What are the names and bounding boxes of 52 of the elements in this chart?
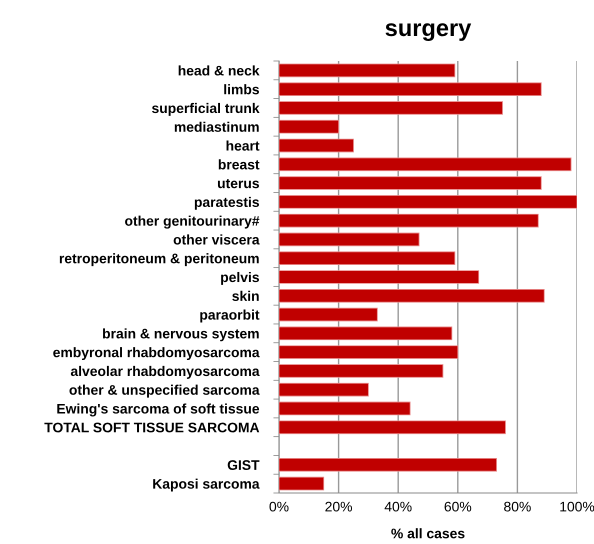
x-tick-label: 40%: [384, 502, 412, 512]
x-tick-label: 100%: [560, 502, 594, 512]
bar: [279, 214, 539, 228]
bar: [279, 64, 456, 78]
y-tick-label: retroperitoneum & peritoneum: [60, 253, 259, 266]
y-tick-label: pelvis: [221, 272, 259, 285]
y-tick-label: superficial trunk: [152, 102, 260, 116]
bar: [279, 458, 497, 472]
y-tick-label: paratestis: [194, 196, 259, 210]
bar: [279, 402, 411, 416]
y-tick-label: uterus: [218, 179, 259, 188]
y-tick-label: Ewing's sarcoma of soft tissue: [57, 403, 260, 416]
x-axis-title: % all cases: [391, 528, 464, 538]
x-tick-label: 0%: [270, 502, 289, 512]
x-tick-label: 20%: [325, 502, 352, 512]
bar: [279, 82, 542, 96]
y-tick-label: other viscera: [174, 234, 260, 245]
bar: [279, 120, 340, 134]
bar: [279, 288, 545, 303]
bar: [279, 364, 444, 378]
y-tick-label: other & unspecified sarcoma: [69, 384, 260, 398]
x-tick-label: 60%: [444, 502, 472, 512]
y-tick-label: Kaposi sarcoma: [153, 478, 260, 492]
y-tick-label: alveolar rhabdomyosarcoma: [70, 366, 260, 379]
y-tick-label: TOTAL SOFT TISSUE SARCOMA: [44, 422, 260, 432]
bar: [279, 308, 378, 322]
y-tick-label: mediastinum: [174, 122, 259, 132]
bar: [279, 326, 452, 340]
bar: [279, 138, 354, 152]
y-tick-label: brain & nervous system: [103, 328, 259, 342]
bar: [279, 101, 503, 115]
chart-title: surgery: [386, 23, 472, 42]
y-tick-label: limbs: [224, 84, 259, 94]
y-tick-label: skin: [232, 290, 259, 301]
x-tick-label: 80%: [504, 502, 531, 512]
bar: [279, 382, 369, 396]
bar: [279, 476, 324, 490]
y-tick-label: GIST: [228, 460, 260, 470]
y-tick-label: heart: [226, 140, 260, 151]
bar: [279, 158, 572, 172]
bar: [279, 251, 456, 266]
y-tick-label: paraorbit: [200, 310, 260, 322]
bar: [279, 345, 458, 359]
bar: [279, 195, 577, 209]
bar: [279, 420, 506, 434]
bar: [279, 270, 480, 284]
y-tick-label: breast: [218, 159, 260, 170]
y-tick-label: head & neck: [178, 65, 260, 76]
y-tick-label: other genitourinary#: [125, 216, 260, 229]
y-tick-label: embyronal rhabdomyosarcoma: [53, 347, 260, 360]
bar: [279, 176, 542, 190]
bar: [279, 232, 420, 246]
